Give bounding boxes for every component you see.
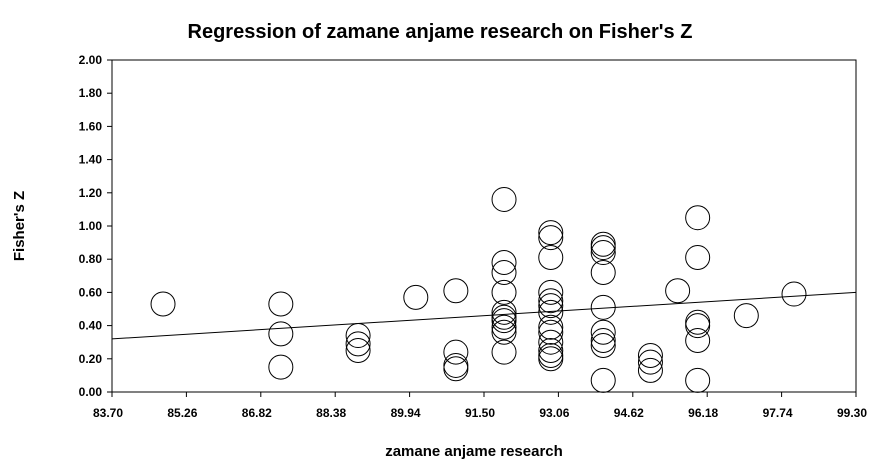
x-tick-label: 93.06 bbox=[539, 406, 569, 420]
x-tick-label: 85.26 bbox=[167, 406, 197, 420]
point bbox=[686, 329, 710, 353]
point bbox=[591, 334, 615, 358]
chart: Regression of zamane anjame research on … bbox=[0, 0, 881, 461]
y-tick-label: 1.60 bbox=[79, 119, 103, 133]
x-tick-label: 96.18 bbox=[688, 406, 718, 420]
x-tick-label: 83.70 bbox=[93, 406, 123, 420]
y-tick-label: 1.20 bbox=[79, 186, 103, 200]
x-tick-label: 91.50 bbox=[465, 406, 495, 420]
point bbox=[686, 206, 710, 230]
y-tick-label: 0.40 bbox=[79, 319, 103, 333]
y-tick-label: 1.40 bbox=[79, 153, 103, 167]
point bbox=[539, 294, 563, 318]
point bbox=[591, 368, 615, 392]
point bbox=[151, 292, 175, 316]
plot-frame bbox=[112, 60, 856, 392]
x-tick-label: 94.62 bbox=[614, 406, 644, 420]
x-tick-label: 97.74 bbox=[763, 406, 793, 420]
x-tick-label: 88.38 bbox=[316, 406, 346, 420]
x-tick-label: 89.94 bbox=[391, 406, 421, 420]
point bbox=[492, 251, 516, 275]
x-axis-label: zamane anjame research bbox=[385, 443, 563, 460]
point bbox=[444, 279, 468, 303]
point bbox=[782, 282, 806, 306]
point bbox=[346, 339, 370, 363]
point bbox=[269, 292, 293, 316]
x-tick-label: 99.30 bbox=[837, 406, 867, 420]
point bbox=[539, 221, 563, 245]
y-tick-label: 0.60 bbox=[79, 285, 103, 299]
point bbox=[686, 368, 710, 392]
point bbox=[638, 343, 662, 367]
y-tick-label: 0.20 bbox=[79, 352, 103, 366]
y-tick-label: 0.00 bbox=[79, 385, 103, 399]
y-tick-label: 2.00 bbox=[79, 53, 103, 67]
point bbox=[492, 187, 516, 211]
chart-title: Regression of zamane anjame research on … bbox=[188, 21, 693, 43]
point bbox=[734, 304, 758, 328]
point bbox=[686, 246, 710, 270]
point bbox=[666, 279, 690, 303]
y-axis-label: Fisher's Z bbox=[11, 191, 28, 261]
y-tick-label: 1.00 bbox=[79, 219, 103, 233]
point bbox=[539, 315, 563, 339]
x-tick-label: 86.82 bbox=[242, 406, 272, 420]
point bbox=[269, 355, 293, 379]
point bbox=[404, 285, 428, 309]
y-tick-label: 0.80 bbox=[79, 252, 103, 266]
regression-line bbox=[112, 292, 856, 338]
point bbox=[492, 315, 516, 339]
point bbox=[269, 322, 293, 346]
y-tick-label: 1.80 bbox=[79, 86, 103, 100]
